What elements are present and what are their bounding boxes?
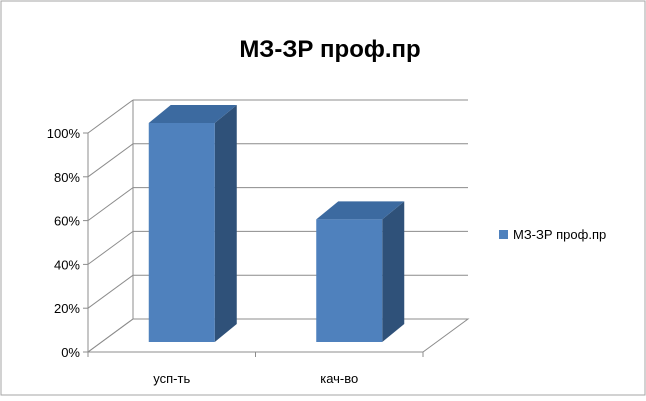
side-gridline: [87, 274, 134, 309]
legend-label: МЗ-ЗР проф.пр: [513, 227, 606, 242]
legend: МЗ-ЗР проф.пр: [499, 227, 606, 242]
y-tick-label: 80%: [54, 170, 80, 185]
bar-side-face: [214, 105, 237, 342]
bar-side-face: [382, 201, 405, 342]
bar-1: [148, 105, 237, 342]
axis-layer: 0% 20% 40% 60% 80% 100% усп-ть кач-во: [47, 100, 424, 386]
bar-front-face: [316, 219, 383, 342]
bar-top-face: [316, 201, 405, 220]
chart-title: МЗ-ЗР проф.пр: [239, 36, 420, 63]
y-tick-label: 100%: [47, 126, 81, 141]
bar-top-face: [148, 105, 237, 123]
bar-front-face: [148, 123, 215, 342]
side-gridline: [87, 187, 134, 222]
legend-swatch: [499, 230, 508, 239]
bars-layer: [148, 105, 405, 342]
y-tick-label: 60%: [54, 214, 80, 229]
x-tick-label: кач-во: [320, 371, 358, 386]
side-gridline: [87, 143, 134, 178]
side-gridline: [87, 230, 134, 265]
bar-2: [316, 201, 405, 342]
y-tick-label: 0%: [61, 345, 80, 360]
y-tick-label: 40%: [54, 257, 80, 272]
y-tick-label: 20%: [54, 301, 80, 316]
x-tick-label: усп-ть: [153, 371, 190, 386]
side-gridline: [87, 99, 134, 134]
